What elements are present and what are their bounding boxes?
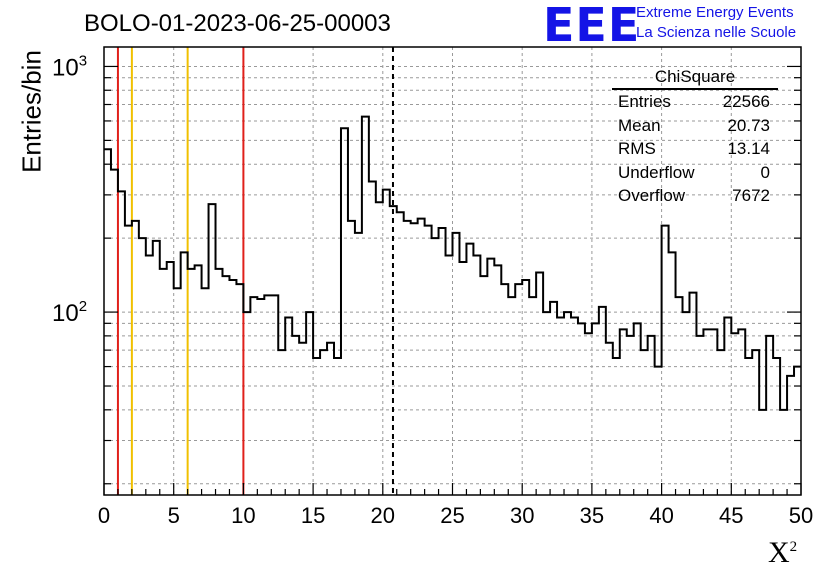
stats-value: 20.73 — [727, 115, 770, 135]
x-tick-label: 25 — [440, 503, 464, 528]
x-tick-label: 50 — [789, 503, 813, 528]
axes: 0 5 10 15 20 25 30 35 40 45 50 102 103 — [52, 52, 813, 528]
stats-label: RMS — [618, 139, 656, 158]
stats-row-entries: Entries 22566 — [612, 90, 780, 114]
stats-box: ChiSquare Entries 22566 Mean 20.73 RMS 13.1… — [612, 66, 780, 208]
histogram-line — [104, 115, 801, 411]
grid — [104, 47, 801, 495]
stats-value: 7672 — [732, 186, 770, 205]
plot-frame — [103, 46, 802, 496]
logo-text-line1: Extreme Energy Events — [636, 4, 794, 21]
stats-label: Mean — [618, 115, 661, 135]
x-tick-label: 5 — [168, 503, 180, 528]
page-title: BOLO-01-2023-06-25-00003 — [84, 10, 391, 37]
stats-row-underflow: Underflow 0 — [612, 161, 780, 185]
eee-logo: EEE — [543, 0, 641, 52]
y-axis-label: Entries/bin — [16, 50, 47, 173]
x-tick-label: 30 — [510, 503, 534, 528]
x-tick-label: 10 — [231, 503, 255, 528]
stats-value: 13.14 — [727, 139, 770, 158]
stats-row-rms: RMS 13.14 — [612, 137, 780, 161]
stats-value: 22566 — [722, 92, 770, 111]
x-tick-label: 35 — [580, 503, 604, 528]
stats-row-mean: Mean 20.73 — [612, 114, 780, 138]
x-tick-label: 20 — [371, 503, 395, 528]
stats-value: 0 — [760, 162, 770, 182]
logo-text-line2: La Scienza nelle Scuole — [636, 24, 797, 41]
x-axis-label-exponent: 2 — [789, 539, 798, 555]
stats-label: Entries — [618, 92, 671, 111]
x-axis-label-base: X — [768, 536, 790, 569]
x-tick-label: 40 — [649, 503, 673, 528]
reference-lines — [116, 47, 394, 495]
stats-label: Overflow — [618, 186, 686, 205]
stats-title: ChiSquare — [612, 66, 778, 90]
stats-label: Underflow — [618, 162, 695, 182]
x-tick-label: 45 — [719, 503, 743, 528]
stats-row-overflow: Overflow 7672 — [612, 184, 780, 208]
x-tick-label: 0 — [98, 503, 110, 528]
y-tick-label: 103 — [52, 52, 87, 81]
x-tick-label: 15 — [301, 503, 325, 528]
x-axis-label: X2 — [768, 536, 797, 570]
y-tick-label: 102 — [52, 298, 87, 327]
